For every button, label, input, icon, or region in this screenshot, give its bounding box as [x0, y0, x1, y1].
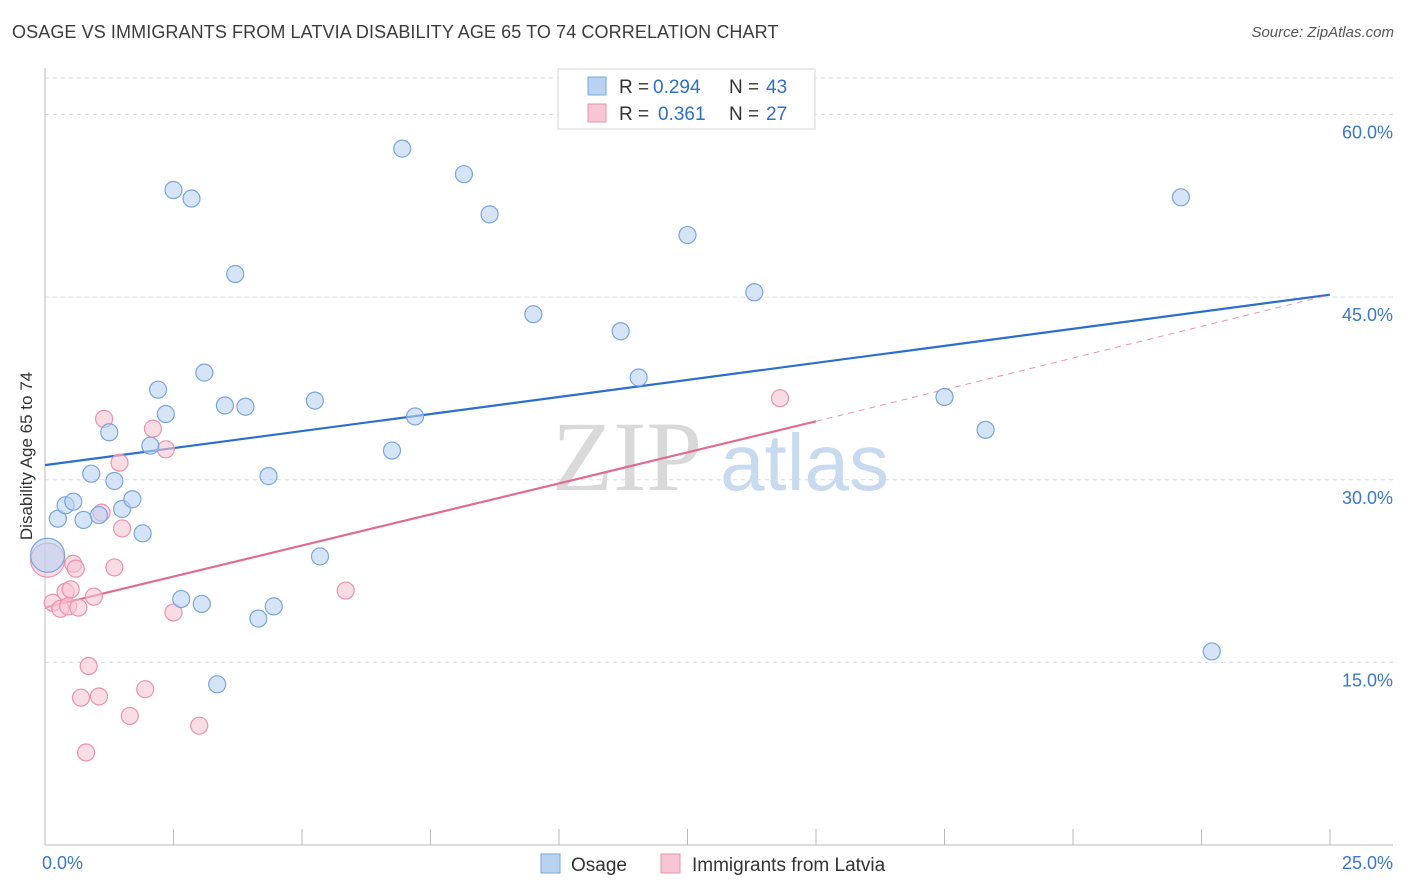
- watermark-zip: ZIP: [552, 401, 702, 512]
- point-osage: [141, 436, 160, 455]
- point-osage: [82, 464, 101, 483]
- legend-swatch-osage: [587, 76, 607, 96]
- legend-r-label-latvia: R =: [619, 104, 649, 125]
- y-tick-label-30: 30.0%: [1342, 488, 1393, 508]
- bottom-legend-label-osage: Osage: [571, 855, 627, 876]
- point-latvia: [164, 603, 183, 622]
- point-latvia: [66, 559, 85, 578]
- point-latvia: [105, 558, 124, 577]
- y-tick-label-15: 15.0%: [1342, 670, 1393, 690]
- legend-box: R = 0.294 N = 43 R = 0.361 N = 27: [557, 68, 816, 130]
- point-osage: [382, 441, 402, 460]
- watermark-atlas: atlas: [720, 418, 889, 507]
- point-latvia: [71, 688, 91, 707]
- point-osage: [29, 537, 66, 573]
- point-latvia: [84, 587, 103, 606]
- point-osage: [164, 180, 183, 200]
- trend-lines: [44, 293, 1331, 609]
- y-tick-label-60: 60.0%: [1342, 123, 1393, 143]
- trend-line-osage: [44, 293, 1331, 467]
- point-osage: [226, 264, 245, 284]
- legend-n-label-latvia: N =: [729, 104, 759, 125]
- point-osage: [310, 547, 330, 566]
- point-osage: [208, 675, 227, 694]
- legend-n-value-latvia: 27: [766, 104, 787, 125]
- point-osage: [259, 467, 278, 486]
- point-latvia: [112, 519, 132, 538]
- point-latvia: [120, 706, 139, 726]
- point-osage: [1171, 188, 1191, 207]
- point-osage: [215, 396, 234, 415]
- axes: 15.0% 30.0% 45.0% 60.0%: [44, 68, 1393, 846]
- point-osage: [156, 404, 175, 424]
- point-latvia: [110, 453, 129, 472]
- point-latvia: [69, 598, 88, 617]
- point-osage: [172, 589, 191, 609]
- point-osage: [89, 505, 109, 525]
- chart-title: OSAGE VS IMMIGRANTS FROM LATVIA DISABILI…: [12, 22, 779, 42]
- point-osage: [105, 471, 124, 491]
- point-osage: [611, 322, 630, 341]
- point-osage: [192, 594, 211, 614]
- x-tick-label-min: 0.0%: [42, 853, 83, 873]
- point-osage: [100, 423, 119, 442]
- point-latvia: [61, 580, 80, 599]
- point-latvia: [770, 389, 790, 408]
- point-latvia: [156, 440, 175, 459]
- chart-source: Source: ZipAtlas.com: [1251, 24, 1394, 41]
- y-tick-label-45: 45.0%: [1342, 305, 1393, 325]
- bottom-legend-swatch-osage: [540, 853, 561, 874]
- legend-n-value-osage: 43: [766, 77, 787, 98]
- point-osage: [123, 490, 142, 509]
- y-axis-title: Disability Age 65 to 74: [17, 372, 36, 540]
- point-osage: [935, 387, 954, 407]
- bottom-legend-swatch-latvia: [660, 853, 681, 874]
- point-latvia: [77, 743, 96, 762]
- legend-r-label-osage: R =: [619, 77, 649, 98]
- bottom-legend-label-latvia: Immigrants from Latvia: [692, 855, 886, 876]
- point-osage: [393, 139, 412, 158]
- point-latvia: [136, 680, 155, 699]
- point-osage: [1202, 642, 1221, 661]
- point-osage: [133, 524, 152, 543]
- x-tick-label-max: 25.0%: [1342, 853, 1393, 873]
- point-latvia: [79, 656, 98, 676]
- point-osage: [454, 165, 474, 184]
- point-osage: [249, 609, 268, 628]
- point-osage: [976, 420, 995, 439]
- point-latvia: [89, 687, 109, 706]
- bottom-legend: Osage Immigrants from Latvia: [540, 853, 886, 876]
- trend-line-latvia: [44, 420, 817, 609]
- point-osage: [236, 397, 255, 416]
- point-osage: [745, 283, 764, 302]
- point-osage: [182, 189, 201, 208]
- point-osage: [264, 597, 283, 616]
- point-osage: [195, 363, 214, 382]
- point-osage: [64, 492, 83, 511]
- point-osage: [74, 510, 93, 530]
- point-osage: [305, 391, 324, 410]
- point-osage: [148, 380, 168, 399]
- point-latvia: [190, 716, 209, 735]
- legend-r-value-osage: 0.294: [653, 77, 701, 98]
- point-osage: [48, 509, 67, 528]
- point-osage: [524, 305, 543, 324]
- point-osage: [405, 407, 425, 426]
- legend-n-label-osage: N =: [729, 77, 759, 98]
- point-osage: [678, 225, 697, 245]
- data-points: [29, 139, 1221, 762]
- legend-r-value-latvia: 0.361: [658, 104, 706, 125]
- point-osage: [629, 368, 648, 387]
- point-latvia: [336, 581, 355, 600]
- point-latvia: [143, 419, 163, 438]
- grid: [45, 77, 1393, 663]
- legend-swatch-latvia: [587, 103, 607, 123]
- point-osage: [480, 205, 499, 224]
- trend-line-latvia-extension: [815, 294, 1331, 422]
